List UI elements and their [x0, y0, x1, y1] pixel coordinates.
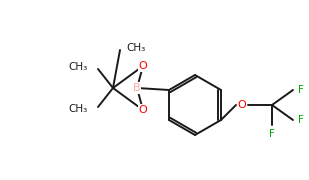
Text: F: F [298, 115, 304, 125]
Text: CH₃: CH₃ [69, 104, 88, 114]
Text: B: B [133, 83, 141, 93]
Text: CH₃: CH₃ [69, 62, 88, 72]
Text: O: O [238, 100, 246, 110]
Text: F: F [298, 85, 304, 95]
Text: CH₃: CH₃ [126, 43, 145, 53]
Text: F: F [269, 129, 275, 139]
Text: O: O [139, 61, 147, 71]
Text: O: O [139, 105, 147, 115]
